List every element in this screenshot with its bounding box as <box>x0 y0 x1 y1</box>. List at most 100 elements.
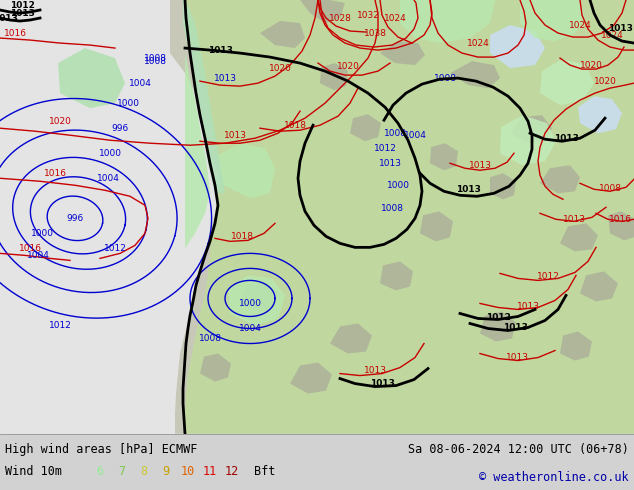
Text: 1016: 1016 <box>609 215 631 224</box>
Text: 1012: 1012 <box>49 321 72 330</box>
Polygon shape <box>510 115 552 143</box>
Polygon shape <box>260 21 305 48</box>
Text: 1020: 1020 <box>269 64 292 73</box>
Polygon shape <box>185 0 634 434</box>
Text: 6: 6 <box>96 466 103 478</box>
Polygon shape <box>185 0 210 248</box>
Text: 1024: 1024 <box>569 21 592 29</box>
Text: 1008: 1008 <box>598 184 621 193</box>
Polygon shape <box>200 353 231 382</box>
Text: 1038: 1038 <box>363 28 387 38</box>
Text: 11: 11 <box>203 466 217 478</box>
Text: 1020: 1020 <box>593 76 616 86</box>
Polygon shape <box>290 363 332 393</box>
Polygon shape <box>420 211 453 242</box>
Text: 1000: 1000 <box>30 229 53 238</box>
Text: 1018: 1018 <box>231 232 254 241</box>
Text: 1004: 1004 <box>238 324 261 333</box>
Polygon shape <box>608 211 634 241</box>
Text: 1004: 1004 <box>96 174 119 183</box>
Text: 1000: 1000 <box>387 181 410 190</box>
Text: 1012: 1012 <box>103 244 126 253</box>
Text: 1004: 1004 <box>129 78 152 88</box>
Text: 1013: 1013 <box>607 24 633 32</box>
Text: 1013: 1013 <box>562 215 586 224</box>
Text: 1013: 1013 <box>505 353 529 362</box>
Polygon shape <box>380 41 425 65</box>
Text: 1013: 1013 <box>207 46 233 54</box>
Polygon shape <box>540 165 580 193</box>
Text: 1024: 1024 <box>467 39 489 48</box>
Polygon shape <box>540 59 594 105</box>
Text: 1016: 1016 <box>44 169 67 178</box>
Text: 1013: 1013 <box>214 74 236 83</box>
Polygon shape <box>330 323 372 353</box>
Text: 1013: 1013 <box>517 302 540 311</box>
Text: 996: 996 <box>67 214 84 223</box>
Text: 1000: 1000 <box>98 149 122 158</box>
Polygon shape <box>350 114 381 141</box>
Text: 1000: 1000 <box>238 299 261 308</box>
Text: 1008: 1008 <box>198 334 221 343</box>
Polygon shape <box>520 0 585 41</box>
Polygon shape <box>320 63 348 90</box>
Polygon shape <box>578 96 622 133</box>
Text: 1000: 1000 <box>117 98 139 108</box>
Text: 1024: 1024 <box>384 14 406 23</box>
Text: 7: 7 <box>119 466 126 478</box>
Text: 1008: 1008 <box>143 56 167 66</box>
Polygon shape <box>560 223 598 251</box>
Text: Wind 10m: Wind 10m <box>5 466 62 478</box>
Polygon shape <box>228 275 285 325</box>
Text: 1013: 1013 <box>363 366 387 375</box>
Text: 10: 10 <box>181 466 195 478</box>
Text: 1012: 1012 <box>536 272 559 281</box>
Text: 1012: 1012 <box>10 0 34 9</box>
Polygon shape <box>170 0 634 434</box>
Text: 1013: 1013 <box>553 134 578 143</box>
Text: 1008: 1008 <box>380 204 403 213</box>
Polygon shape <box>380 261 413 291</box>
Text: 1012: 1012 <box>373 144 396 153</box>
Text: 12: 12 <box>225 466 239 478</box>
Text: 1012: 1012 <box>486 313 510 322</box>
Text: 1016: 1016 <box>4 28 27 38</box>
Text: Bft: Bft <box>254 466 275 478</box>
Text: 1024: 1024 <box>600 30 623 40</box>
Text: Sa 08-06-2024 12:00 UTC (06+78): Sa 08-06-2024 12:00 UTC (06+78) <box>408 443 629 456</box>
Polygon shape <box>490 173 516 199</box>
Polygon shape <box>218 143 275 198</box>
Text: 8: 8 <box>141 466 148 478</box>
Text: 1008: 1008 <box>434 74 456 83</box>
Polygon shape <box>58 48 125 108</box>
Text: 1004: 1004 <box>27 251 49 260</box>
Polygon shape <box>450 61 500 88</box>
Polygon shape <box>500 115 556 165</box>
Text: 1004: 1004 <box>404 131 427 140</box>
Text: 1013: 1013 <box>469 161 491 170</box>
Polygon shape <box>183 0 225 193</box>
Polygon shape <box>430 143 458 170</box>
Polygon shape <box>240 281 278 312</box>
Polygon shape <box>300 0 345 23</box>
Text: © weatheronline.co.uk: © weatheronline.co.uk <box>479 471 629 485</box>
Polygon shape <box>560 332 592 361</box>
Text: 1016: 1016 <box>18 244 41 253</box>
Text: 1020: 1020 <box>49 117 72 125</box>
Polygon shape <box>490 25 545 68</box>
Text: 1008: 1008 <box>143 53 167 63</box>
Text: 1028: 1028 <box>328 14 351 23</box>
Polygon shape <box>400 0 495 43</box>
Text: 1013: 1013 <box>503 323 527 332</box>
Polygon shape <box>0 0 634 434</box>
Polygon shape <box>580 271 618 301</box>
Text: 1013: 1013 <box>378 159 401 168</box>
Text: 1032: 1032 <box>356 10 379 20</box>
Text: 1013: 1013 <box>224 131 247 140</box>
Polygon shape <box>480 312 516 342</box>
Text: 1008: 1008 <box>384 129 406 138</box>
Text: 996: 996 <box>112 123 129 133</box>
Text: 1020: 1020 <box>579 61 602 70</box>
Text: 1018: 1018 <box>283 121 306 130</box>
Text: 1013: 1013 <box>10 8 34 18</box>
